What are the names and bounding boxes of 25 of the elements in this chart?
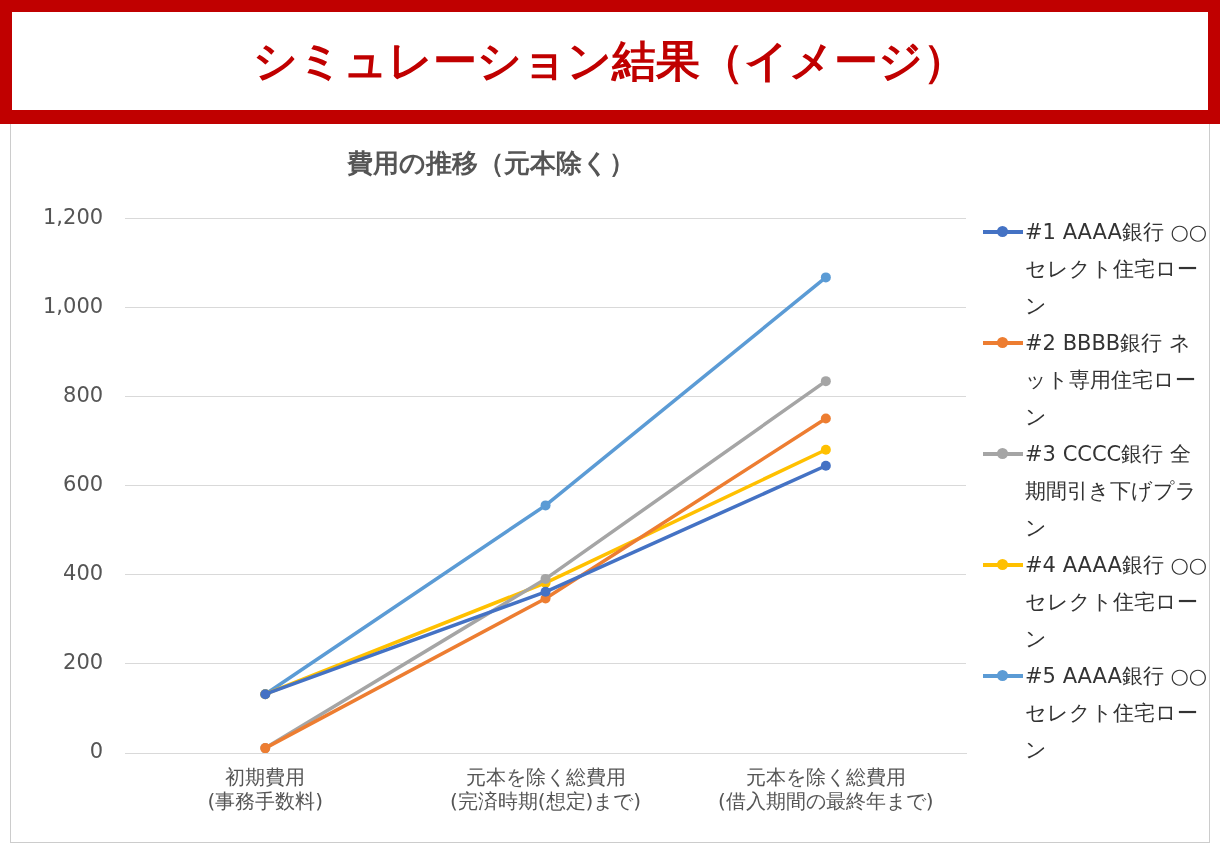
x-tick-label: 元本を除く総費用 (借入期間の最終年まで) [718,765,934,814]
legend-label: #5 AAAA銀行 ○○セレクト住宅ローン [1025,663,1209,764]
y-tick-label: 0 [89,739,104,764]
x-tick-label: 元本を除く総費用 (完済時期(想定)まで) [449,765,642,814]
chart-subtitle: 費用の推移（元本除く） [346,147,636,180]
y-tick-label: 600 [63,472,104,497]
point [820,272,831,283]
point [820,413,831,424]
y-tick-label: 200 [63,650,104,675]
point [540,573,551,584]
y-tick-label: 1,200 [42,205,104,230]
legend-label: #4 AAAA銀行 ○○セレクト住宅ローン [1025,552,1209,653]
y-tick-label: 400 [63,561,104,586]
x-tick-label: 初期費用 (事務手数料) [207,765,324,814]
legend-label: #2 BBBB銀行 ネット専用住宅ローン [1025,330,1197,431]
chart-title: シミュレーション結果（イメージ） [12,12,1208,110]
point [540,500,551,511]
legend-label: #1 AAAA銀行 ○○セレクト住宅ローン [1025,219,1209,320]
point [820,444,831,455]
y-tick-label: 1,000 [42,294,104,319]
point [820,460,831,471]
point [540,586,551,597]
point [820,376,831,387]
legend-label: #3 CCCC銀行 全期間引き下げプラン [1025,441,1198,542]
y-tick-label: 800 [63,383,104,408]
